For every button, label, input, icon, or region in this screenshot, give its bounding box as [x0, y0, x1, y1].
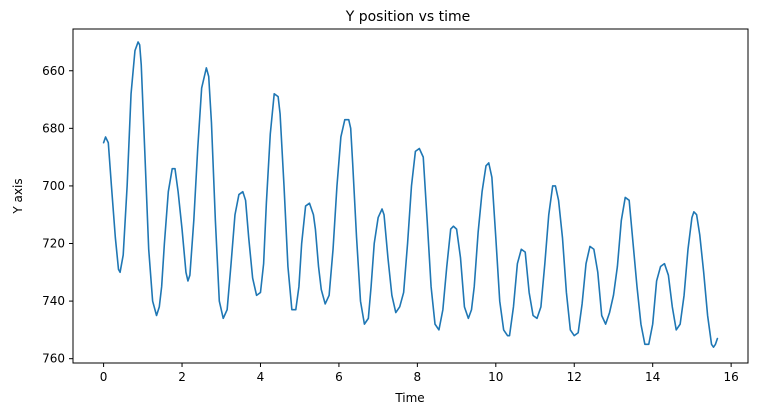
y-tick-label: 700 — [42, 179, 65, 193]
series-line-0 — [102, 41, 719, 348]
x-axis-ticks: 0 2 4 6 8 10 12 14 16 — [100, 363, 739, 384]
y-tick-label: 660 — [42, 64, 65, 78]
y-axis-ticks: 660 680 700 720 740 760 — [42, 64, 73, 366]
plot-area — [72, 28, 749, 364]
y-axis-label: Y axis — [11, 178, 25, 214]
x-axis-label: Time — [394, 391, 424, 405]
x-tick-label: 14 — [645, 370, 660, 384]
x-tick-label: 16 — [723, 370, 738, 384]
x-tick-label: 12 — [567, 370, 582, 384]
y-tick-label: 720 — [42, 237, 65, 251]
x-tick-label: 10 — [488, 370, 503, 384]
x-tick-label: 0 — [100, 370, 108, 384]
x-tick-label: 2 — [178, 370, 186, 384]
y-tick-label: 740 — [42, 294, 65, 308]
x-tick-label: 8 — [414, 370, 422, 384]
y-tick-label: 680 — [42, 121, 65, 135]
x-tick-label: 6 — [335, 370, 343, 384]
axes-frame — [72, 28, 749, 364]
chart-title: Y position vs time — [345, 9, 471, 25]
y-tick-label: 760 — [42, 352, 65, 366]
line-layer — [102, 41, 719, 348]
x-tick-label: 4 — [257, 370, 265, 384]
